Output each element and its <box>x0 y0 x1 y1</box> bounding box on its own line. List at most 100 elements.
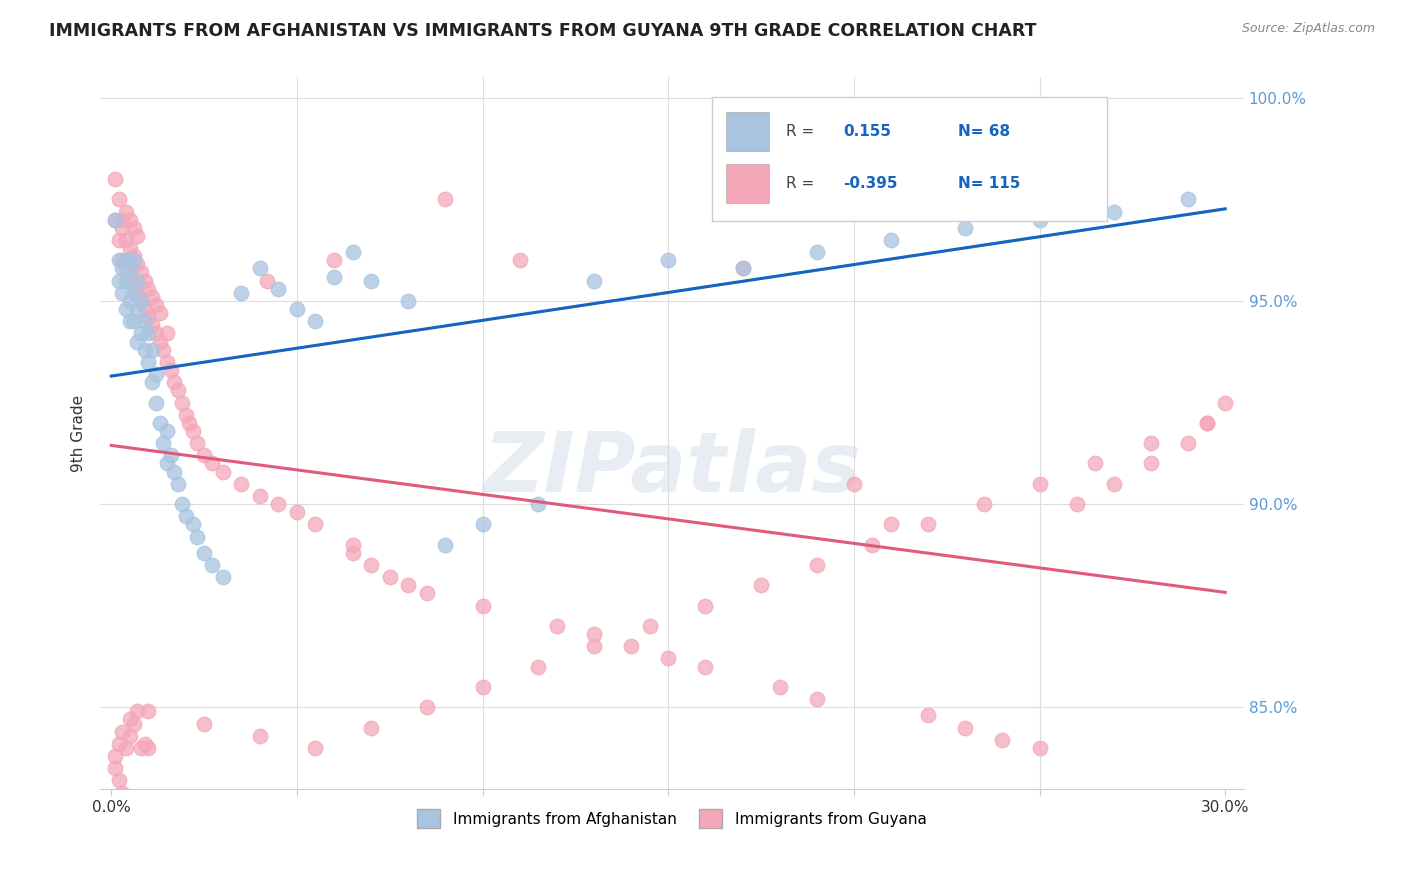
Point <box>806 245 828 260</box>
Point <box>917 708 939 723</box>
Point <box>159 363 181 377</box>
Point <box>731 261 754 276</box>
Point <box>731 261 754 276</box>
Point <box>1028 740 1050 755</box>
Point <box>396 293 419 308</box>
Point <box>285 505 308 519</box>
Point <box>1066 497 1088 511</box>
Point <box>657 651 679 665</box>
Point <box>167 476 190 491</box>
Point <box>156 424 179 438</box>
Point <box>127 257 149 271</box>
Point <box>118 261 141 276</box>
Point <box>342 546 364 560</box>
Point <box>127 285 149 300</box>
Point <box>267 282 290 296</box>
Point <box>118 314 141 328</box>
FancyBboxPatch shape <box>725 112 769 152</box>
Point <box>471 599 494 613</box>
Point <box>145 367 167 381</box>
Point <box>256 274 278 288</box>
Point <box>138 326 160 341</box>
Point <box>360 274 382 288</box>
Point <box>159 448 181 462</box>
Point <box>1399 164 1406 178</box>
Point <box>129 293 152 308</box>
Point <box>181 517 204 532</box>
Point <box>148 416 170 430</box>
Point <box>174 408 197 422</box>
Point <box>638 619 661 633</box>
Text: -0.395: -0.395 <box>844 177 898 191</box>
Point <box>193 546 215 560</box>
Point <box>129 740 152 755</box>
Point <box>138 704 160 718</box>
Point <box>107 233 129 247</box>
Point <box>174 509 197 524</box>
Point <box>1028 476 1050 491</box>
Point <box>1195 416 1218 430</box>
Point <box>115 233 138 247</box>
Point <box>1251 180 1274 194</box>
Point <box>115 204 138 219</box>
Text: ZIPatlas: ZIPatlas <box>484 428 860 509</box>
Point <box>156 457 179 471</box>
Point <box>163 465 186 479</box>
Point <box>471 517 494 532</box>
Point <box>769 680 792 694</box>
Point <box>695 659 717 673</box>
Point <box>170 497 193 511</box>
Point <box>127 274 149 288</box>
Point <box>917 517 939 532</box>
Point <box>134 737 156 751</box>
Point <box>842 476 865 491</box>
Point <box>862 538 884 552</box>
Point <box>416 586 439 600</box>
Point <box>527 659 550 673</box>
Point <box>285 301 308 316</box>
Point <box>806 558 828 572</box>
Point <box>323 253 346 268</box>
Point <box>134 301 156 316</box>
Point <box>880 517 903 532</box>
Point <box>118 729 141 743</box>
Point <box>200 558 222 572</box>
Point <box>342 538 364 552</box>
Point <box>955 721 977 735</box>
Text: R =: R = <box>786 124 820 139</box>
Point <box>1177 192 1199 206</box>
Point <box>304 517 326 532</box>
Point <box>148 334 170 349</box>
Point <box>193 716 215 731</box>
Point <box>107 274 129 288</box>
Point <box>152 343 174 357</box>
Point <box>129 326 152 341</box>
Point <box>170 395 193 409</box>
Point <box>141 318 163 333</box>
Y-axis label: 9th Grade: 9th Grade <box>72 394 86 472</box>
Text: N= 115: N= 115 <box>957 177 1021 191</box>
Point <box>122 285 145 300</box>
Point <box>200 457 222 471</box>
Point <box>134 314 156 328</box>
Point <box>107 737 129 751</box>
Point <box>211 465 233 479</box>
Point <box>107 253 129 268</box>
Point <box>127 228 149 243</box>
Point <box>111 212 134 227</box>
Point <box>111 220 134 235</box>
Point <box>267 497 290 511</box>
Point <box>546 619 568 633</box>
Point <box>1140 436 1163 450</box>
Point <box>134 343 156 357</box>
Point <box>111 285 134 300</box>
Point <box>991 732 1014 747</box>
Point <box>806 692 828 706</box>
Point <box>129 265 152 279</box>
Point <box>231 285 253 300</box>
Point <box>138 355 160 369</box>
Point <box>104 761 127 775</box>
Point <box>360 558 382 572</box>
Point <box>122 220 145 235</box>
Point <box>111 786 134 800</box>
